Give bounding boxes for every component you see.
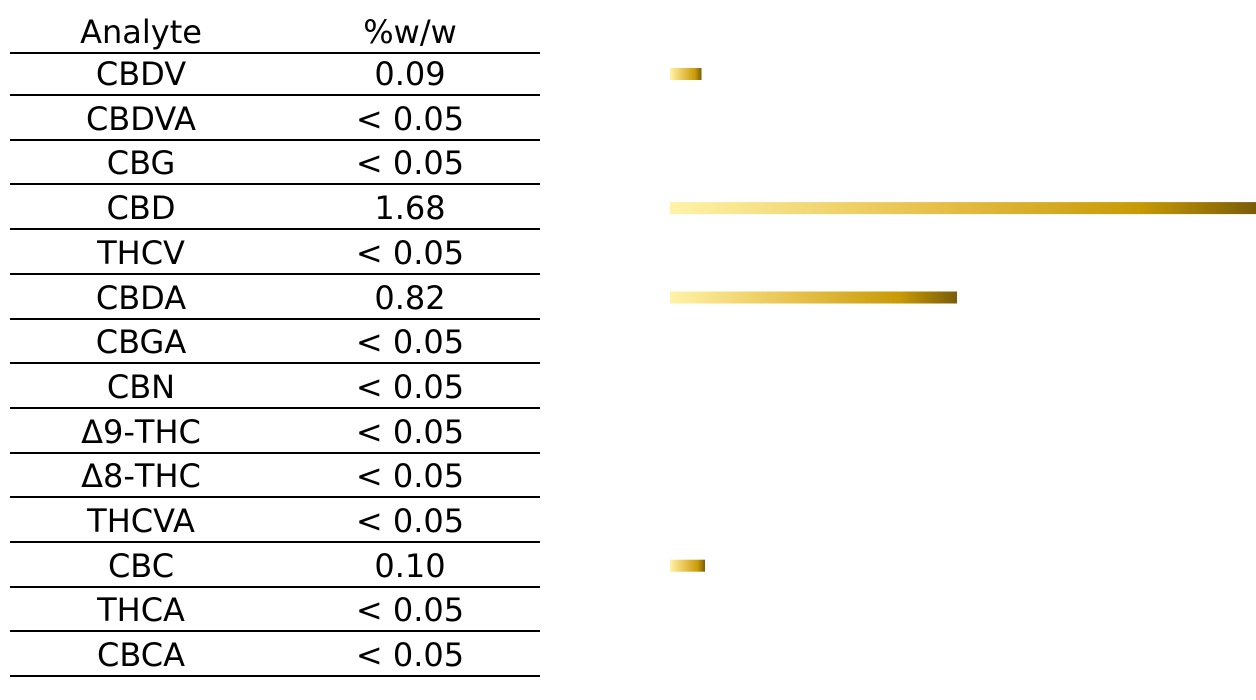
cell-analyte: CBCA	[97, 636, 185, 675]
bar-cbd	[670, 202, 1256, 215]
bar-cbda	[670, 291, 957, 304]
cell-analyte: CBN	[106, 367, 176, 406]
row-divider	[10, 451, 540, 454]
cell-analyte: THCV	[97, 233, 185, 272]
cell-value: < 0.05	[355, 233, 465, 272]
row-divider	[10, 541, 540, 543]
cell-value: 0.82	[374, 278, 446, 317]
cell-analyte: CBDV	[95, 55, 187, 93]
cell-analyte: THCVA	[87, 502, 195, 540]
cell-analyte: CBG	[106, 144, 176, 183]
cell-value: 1.68	[374, 189, 446, 228]
cell-value: 0.09	[374, 55, 446, 93]
row-divider	[10, 675, 540, 678]
row-divider	[10, 496, 540, 499]
bar-cbdv	[670, 68, 702, 80]
cell-value: < 0.05	[355, 591, 465, 630]
header-percent-ww: %w/w	[363, 13, 457, 51]
cell-value: < 0.05	[355, 412, 465, 451]
row-divider	[10, 362, 540, 365]
header-analyte: Analyte	[80, 13, 202, 51]
row-divider	[10, 585, 540, 588]
cell-value: < 0.05	[355, 636, 465, 675]
cell-value: < 0.05	[355, 367, 465, 406]
cell-value: 0.10	[374, 546, 446, 585]
cell-analyte: THCA	[97, 591, 185, 630]
cell-value: < 0.05	[355, 457, 465, 496]
row-divider	[10, 317, 540, 320]
row-divider	[10, 630, 540, 633]
cell-analyte: CBD	[106, 189, 176, 228]
row-divider	[10, 94, 540, 96]
cell-value: < 0.05	[355, 99, 465, 138]
cell-value: < 0.05	[355, 502, 465, 540]
bars-group	[670, 68, 1256, 572]
row-divider	[10, 183, 540, 186]
cell-analyte: Δ9-THC	[81, 412, 201, 451]
cell-analyte: CBDA	[95, 278, 187, 317]
cell-analyte: CBDVA	[85, 99, 197, 138]
bar-cbc	[670, 559, 705, 572]
cell-value: < 0.05	[355, 144, 465, 183]
row-divider	[10, 406, 540, 409]
header-divider	[10, 52, 540, 54]
row-divider	[10, 272, 540, 275]
row-divider	[10, 228, 540, 231]
cell-analyte: CBC	[107, 546, 175, 585]
cell-analyte: CBGA	[95, 323, 187, 362]
cell-analyte: Δ8-THC	[81, 457, 201, 496]
cell-value: < 0.05	[355, 323, 465, 362]
row-divider	[10, 138, 540, 141]
